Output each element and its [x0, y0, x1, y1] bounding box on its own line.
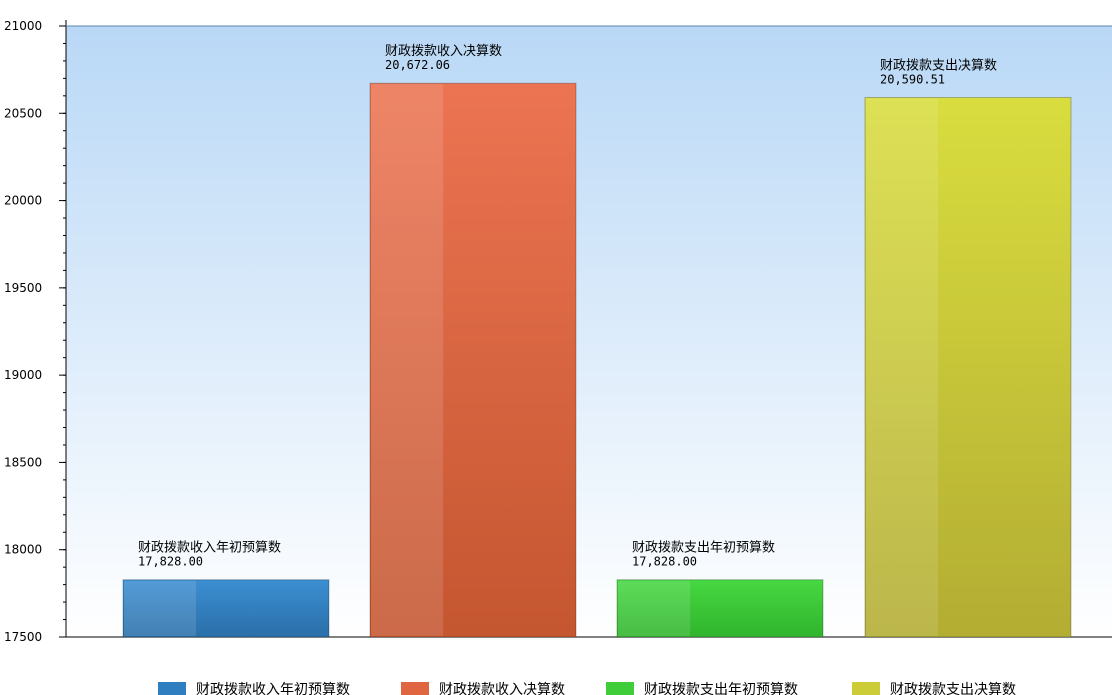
- bar-value-label: 17,828.00: [138, 555, 203, 569]
- bar-highlight: [618, 580, 691, 636]
- legend-label: 财政拨款收入年初预算数: [196, 681, 350, 695]
- legend-label: 财政拨款收入决算数: [439, 682, 565, 695]
- legend-swatch: [401, 682, 429, 695]
- bar-value-label: 20,672.06: [385, 58, 450, 72]
- y-tick-label: 21000: [4, 19, 42, 33]
- bar[interactable]: [864, 96, 1072, 638]
- bar-category-label: 财政拨款收入年初预算数: [138, 541, 281, 556]
- y-tick-label: 19500: [4, 281, 42, 295]
- legend-swatch: [852, 682, 880, 695]
- y-tick-label: 18000: [4, 543, 42, 557]
- bar-highlight: [371, 84, 444, 636]
- legend-label: 财政拨款支出决算数: [890, 682, 1016, 695]
- bar-category-label: 财政拨款支出决算数: [880, 58, 997, 73]
- bar-labels: 财政拨款收入年初预算数17,828.00财政拨款收入决算数20,672.06财政…: [138, 44, 997, 568]
- legend-swatch: [158, 682, 186, 695]
- y-tick-label: 17500: [4, 630, 42, 644]
- bars: [122, 82, 1072, 638]
- bar[interactable]: [122, 579, 330, 638]
- y-tick-label: 18500: [4, 455, 42, 469]
- bar-value-label: 17,828.00: [632, 555, 697, 569]
- y-tick-label: 19000: [4, 368, 42, 382]
- bar[interactable]: [369, 82, 577, 638]
- bar-highlight: [866, 98, 939, 637]
- y-tick-label: 20000: [4, 194, 42, 208]
- legend-label: 财政拨款支出年初预算数: [644, 681, 798, 695]
- bar[interactable]: [616, 579, 824, 638]
- bar-value-label: 20,590.51: [880, 72, 945, 86]
- y-tick-label: 20500: [4, 106, 42, 120]
- bar-highlight: [124, 580, 197, 636]
- legend-swatch: [606, 682, 634, 695]
- legend: 财政拨款收入年初预算数 财政拨款收入决算数 财政拨款支出年初预算数 财政拨款支出决算数: [158, 681, 1016, 695]
- bar-category-label: 财政拨款收入决算数: [385, 44, 502, 59]
- bar-category-label: 财政拨款支出年初预算数: [632, 541, 775, 556]
